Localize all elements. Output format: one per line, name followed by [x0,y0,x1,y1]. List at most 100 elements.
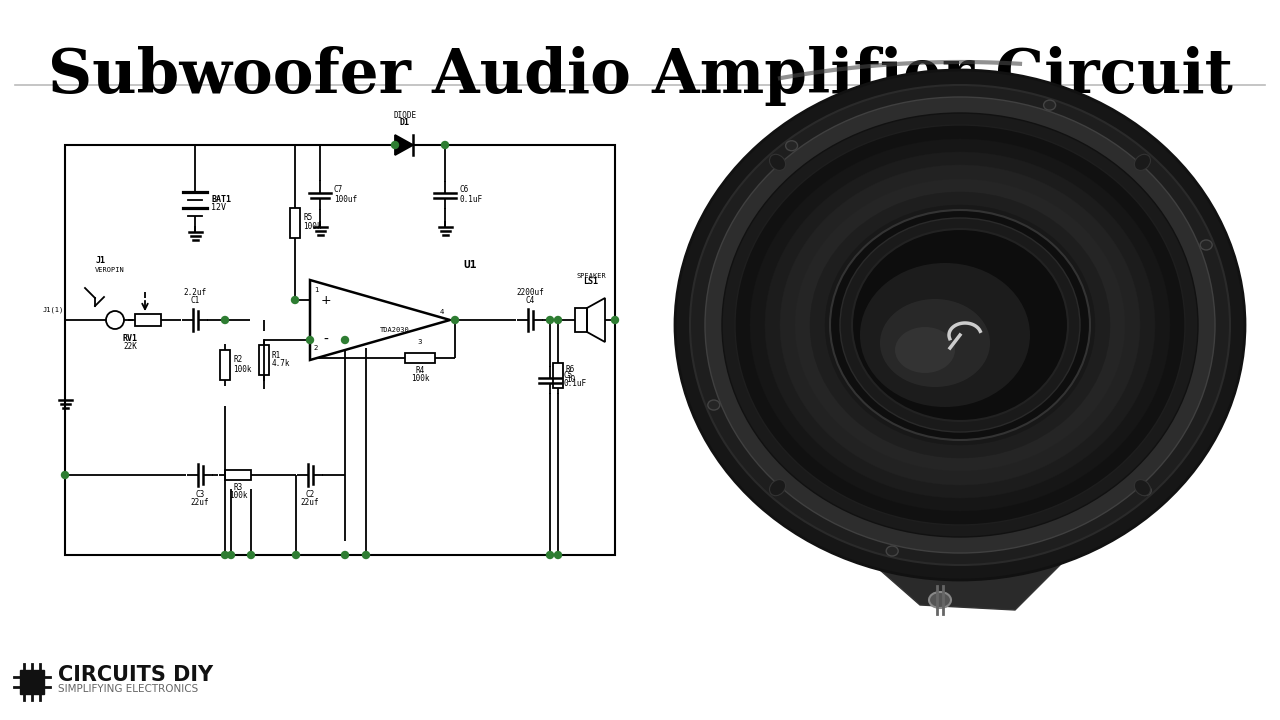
Bar [259,345,269,375]
Text: 2200uf: 2200uf [516,288,544,297]
Circle shape [342,552,348,559]
Ellipse shape [795,179,1125,471]
Circle shape [554,317,562,323]
Bar [575,308,588,332]
Text: C7: C7 [334,186,343,194]
Text: +: + [321,294,332,307]
Text: Subwoofer Audio Amplifier Circuit: Subwoofer Audio Amplifier Circuit [47,45,1233,106]
Ellipse shape [1134,480,1151,495]
Circle shape [554,552,562,559]
Ellipse shape [929,592,951,608]
Text: VEROPIN: VEROPIN [95,267,124,273]
Circle shape [247,552,255,559]
Polygon shape [840,535,1080,610]
Circle shape [221,317,229,323]
Text: J1: J1 [95,256,105,265]
Ellipse shape [769,480,786,495]
Ellipse shape [852,229,1068,421]
Circle shape [547,552,553,559]
Bar [291,207,300,238]
Bar [20,670,44,694]
Circle shape [452,317,458,323]
Circle shape [228,552,234,559]
Text: 22uf: 22uf [191,498,209,507]
Ellipse shape [1139,485,1151,495]
Circle shape [292,297,298,304]
Bar [134,314,161,326]
Circle shape [547,317,553,323]
Text: CIRCUITS DIY: CIRCUITS DIY [58,665,214,685]
Text: SPEAKER: SPEAKER [576,273,605,279]
Ellipse shape [1043,100,1056,110]
Bar [65,145,614,555]
Circle shape [612,317,618,323]
Text: R5: R5 [303,213,312,222]
Ellipse shape [895,327,955,373]
Text: 1: 1 [314,287,319,293]
Text: 4.7k: 4.7k [273,359,291,369]
Ellipse shape [705,97,1215,553]
Ellipse shape [735,125,1185,525]
Text: 100k: 100k [411,374,429,383]
Text: 0.1uF: 0.1uF [460,194,483,204]
Polygon shape [310,280,451,360]
Ellipse shape [860,263,1030,407]
Bar [404,353,435,363]
Text: SIMPLIFYING ELECTRONICS: SIMPLIFYING ELECTRONICS [58,684,198,694]
Circle shape [362,552,370,559]
Ellipse shape [1201,240,1212,250]
Circle shape [342,336,348,343]
Text: 0.1uF: 0.1uF [564,379,588,389]
Circle shape [61,472,69,479]
Text: C2: C2 [306,490,315,499]
Circle shape [221,552,229,559]
Text: 4: 4 [440,309,444,315]
Ellipse shape [786,140,797,150]
Ellipse shape [769,154,786,171]
Text: 2: 2 [314,345,319,351]
Text: 100uf: 100uf [334,194,357,204]
Ellipse shape [826,205,1094,445]
Ellipse shape [765,152,1155,498]
Text: C6: C6 [460,186,468,194]
Text: 22K: 22K [123,342,137,351]
Text: 100k: 100k [233,364,251,374]
Circle shape [442,142,448,148]
Text: TDA2030: TDA2030 [380,327,410,333]
Text: 22uf: 22uf [301,498,319,507]
Text: 100k: 100k [303,222,321,231]
Text: C3: C3 [196,490,205,499]
Ellipse shape [675,70,1245,580]
Text: R6: R6 [566,366,575,374]
Bar [553,362,563,387]
Ellipse shape [1134,154,1151,171]
Text: LS1: LS1 [584,277,599,286]
Circle shape [293,552,300,559]
Text: C1: C1 [191,296,200,305]
Text: R4: R4 [416,366,425,375]
Text: 12V: 12V [211,204,227,212]
Text: R2: R2 [233,356,242,364]
Circle shape [392,142,398,148]
Text: C5: C5 [564,371,573,379]
Text: R3: R3 [233,483,243,492]
Ellipse shape [722,113,1198,537]
Text: BAT1: BAT1 [211,196,230,204]
Text: 100k: 100k [229,491,247,500]
Bar [225,470,251,480]
Text: 2.2uf: 2.2uf [183,288,206,297]
Text: R1: R1 [273,351,282,359]
Bar [220,350,230,380]
Ellipse shape [881,299,989,387]
Text: D1: D1 [399,118,410,127]
Ellipse shape [750,139,1170,511]
Text: C4: C4 [525,296,535,305]
Ellipse shape [780,165,1140,485]
Text: DIODE: DIODE [393,111,416,120]
Text: 10: 10 [566,374,575,384]
Ellipse shape [708,400,719,410]
Ellipse shape [829,210,1091,440]
Ellipse shape [840,218,1080,432]
Ellipse shape [886,546,899,556]
Text: J1(1): J1(1) [44,307,64,313]
